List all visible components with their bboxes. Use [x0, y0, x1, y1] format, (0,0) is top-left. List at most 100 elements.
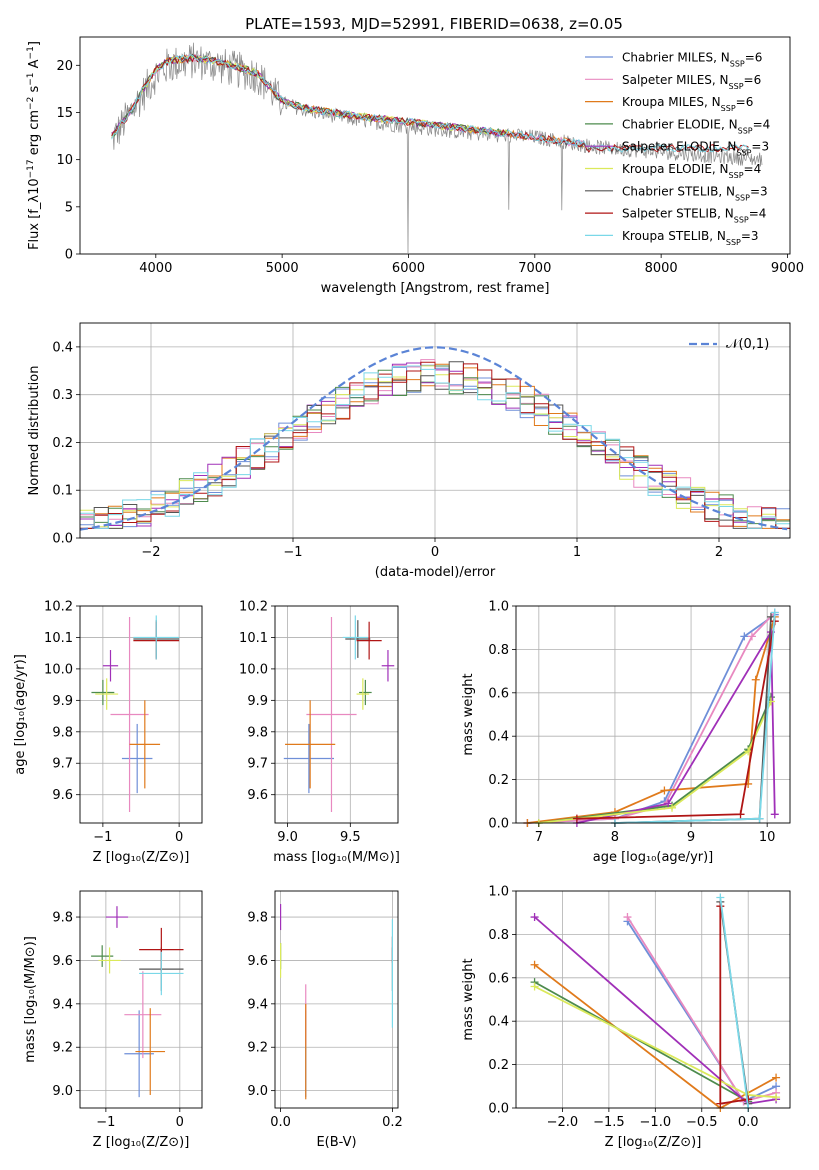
plus-marker [770, 810, 779, 819]
legend-item: Chabrier ELODIE, NSSP=4 [585, 117, 770, 135]
x-tick-label: 0.0 [738, 1115, 759, 1130]
y-tick-label: 10.2 [239, 600, 268, 615]
legend-item: Chabrier STELIB, NSSP=3 [585, 184, 768, 202]
errorbar-point [124, 971, 162, 1059]
legend-item: Kroupa MILES, NSSP=6 [585, 95, 753, 113]
legend-item: Salpeter STELIB, NSSP=4 [585, 207, 766, 225]
legend-item: Kroupa STELIB, NSSP=3 [585, 229, 759, 246]
series-line [523, 608, 779, 827]
plus-marker [772, 1073, 781, 1082]
y-tick-label: 0.6 [488, 971, 509, 986]
x-tick-label: 7 [535, 830, 543, 845]
plus-marker [772, 1093, 781, 1102]
series-line [530, 982, 781, 1102]
x-tick-label: −2.0 [547, 1115, 579, 1130]
y-tick-label: 9.6 [247, 954, 268, 969]
series-line [530, 978, 753, 1106]
series-path [527, 613, 776, 824]
mass_vs_Z-plot [91, 906, 184, 1098]
x-tick-label: 0 [175, 830, 183, 845]
y-tick-label: 9.7 [52, 757, 73, 772]
series-line [716, 893, 753, 1112]
x-tick-label: 7000 [518, 261, 551, 276]
y-tick-label: 0.2 [488, 1058, 509, 1073]
errorbar-point [306, 617, 357, 812]
errorbar-point [356, 678, 370, 710]
series-line [610, 612, 775, 827]
normal-curve [80, 346, 788, 531]
errorbar-point [135, 1008, 166, 1095]
legend-label: Chabrier ELODIE, NSSP=4 [622, 117, 770, 135]
series-line [572, 628, 779, 827]
y-axis-label: mass [log₁₀(M/M⊙)] [23, 936, 38, 1063]
y-axis-label: age [log₁₀(age/yr)] [13, 654, 28, 775]
series-path [719, 897, 750, 1109]
y-tick-label: 9.8 [52, 911, 73, 926]
errorbar-point [121, 723, 153, 794]
legend-label: Chabrier STELIB, NSSP=3 [622, 184, 768, 202]
plus-marker [623, 913, 632, 922]
x-tick-label: −1 [96, 1115, 115, 1130]
y-tick-label: 10 [56, 153, 73, 168]
y-tick-label: 0.2 [488, 773, 509, 788]
x-tick-label: 8 [611, 830, 619, 845]
x-tick-label: 10 [759, 830, 776, 845]
errorbar-point [95, 678, 119, 710]
legend-label: Salpeter MILES, NSSP=6 [622, 73, 761, 91]
y-tick-label: 0.4 [488, 730, 509, 745]
axes-layer: 4000 5000 6000 7000 8000 900005101520waveleng… [13, 36, 804, 1150]
legend-label: Kroupa ELODIE, NSSP=4 [622, 162, 761, 180]
y-tick-label: 0.0 [488, 817, 509, 832]
legend-item: Kroupa ELODIE, NSSP=4 [585, 162, 761, 180]
errorbar-point [345, 620, 371, 658]
y-tick-label: 9.2 [52, 1041, 73, 1056]
plus-marker [530, 913, 539, 922]
x-axis-label: E(B-V) [316, 1135, 356, 1150]
y-tick-label: 0.1 [52, 484, 73, 499]
axes-frame [79, 36, 791, 255]
legend-label: Salpeter ELODIE, NSSP=3 [622, 140, 769, 158]
x-tick-label: 9.0 [277, 830, 298, 845]
errorbar-point [342, 615, 368, 660]
x-axis-label: Z [log₁₀(Z/Z⊙)] [93, 850, 190, 865]
mass_weight_vs_age-plot [523, 608, 779, 827]
errorbar-point [381, 650, 395, 682]
mass_weight_vs_Z-plot [530, 893, 781, 1112]
y-tick-label: 9.6 [247, 788, 268, 803]
y-tick-label: 10.1 [239, 631, 268, 646]
errorbar-point [356, 621, 382, 660]
errorbar-point [129, 700, 161, 789]
y-tick-label: 0.6 [488, 686, 509, 701]
errorbar-point [91, 679, 115, 706]
y-tick-label: 9.7 [247, 757, 268, 772]
y-tick-label: 9.0 [247, 1084, 268, 1099]
y-tick-label: 10.1 [44, 631, 73, 646]
x-axis-label: Z [log₁₀(Z/Z⊙)] [93, 1135, 190, 1150]
grid-layer [80, 323, 790, 1109]
legend-label: Salpeter STELIB, NSSP=4 [622, 207, 766, 225]
errorbar-point [139, 951, 184, 996]
plus-marker [755, 814, 764, 823]
mass_vs_ebv-plot [279, 904, 394, 1100]
x-tick-label: −1.5 [593, 1115, 625, 1130]
y-tick-label: 9.8 [247, 911, 268, 926]
y-tick-label: 0.4 [52, 340, 73, 355]
y-tick-label: 1.0 [488, 600, 509, 615]
legend-label: Kroupa MILES, NSSP=6 [622, 95, 753, 113]
x-tick-label: −2 [141, 545, 160, 560]
plus-marker [747, 632, 756, 641]
y-tick-label: 0.2 [52, 436, 73, 451]
legend-item: Chabrier MILES, NSSP=6 [585, 51, 762, 68]
axes-frame [274, 605, 399, 824]
x-tick-label: 0 [176, 1115, 184, 1130]
x-tick-label: 0.2 [382, 1115, 403, 1130]
x-tick-label: −1.0 [640, 1115, 672, 1130]
x-tick-label: 4000 [139, 261, 172, 276]
y-tick-label: 0.8 [488, 928, 509, 943]
y-axis-label: Flux [f_λ10−17 erg cm−2 s−1 A−1] [26, 41, 42, 250]
y-tick-label: 9.9 [247, 694, 268, 709]
model-spectrum-line [111, 54, 749, 153]
errorbar-point [285, 700, 336, 789]
x-tick-label: 0.0 [270, 1115, 291, 1130]
y-tick-label: 0.4 [488, 1015, 509, 1030]
